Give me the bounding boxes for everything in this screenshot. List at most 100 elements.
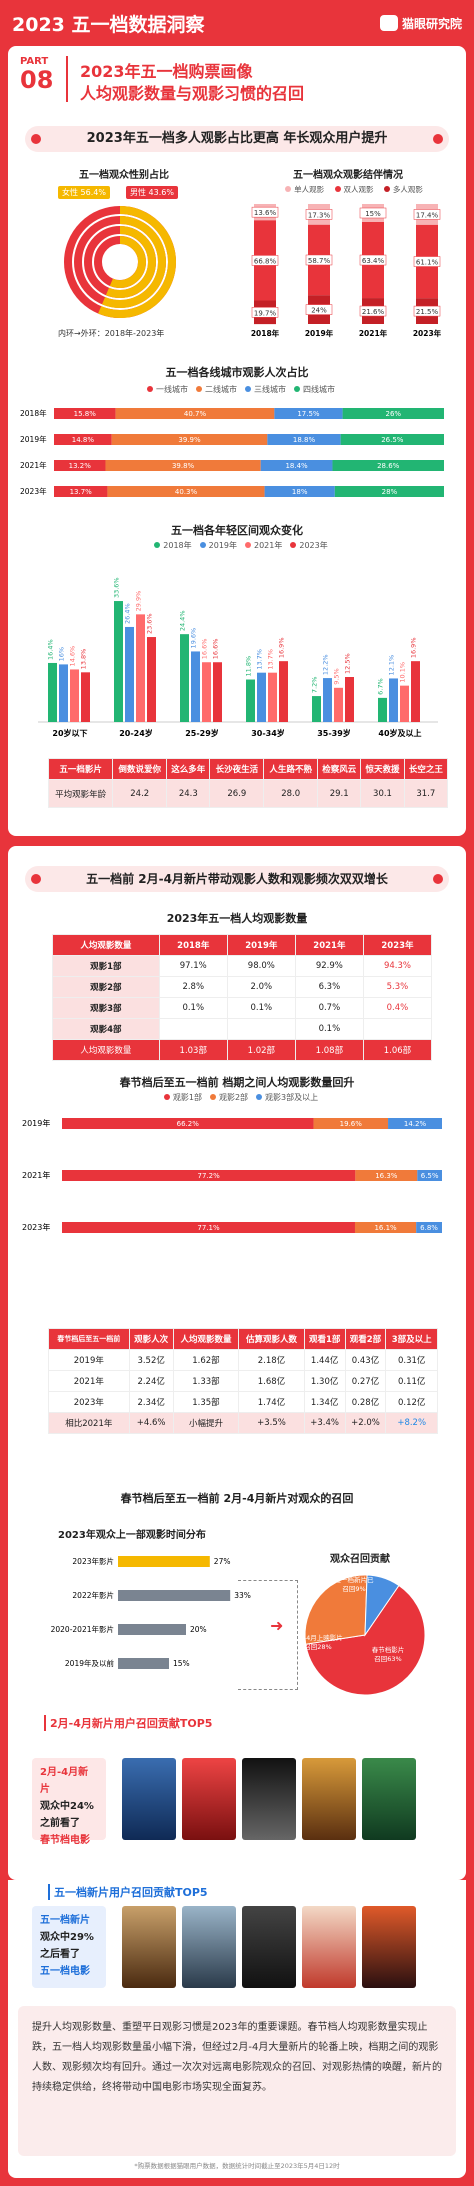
legend-dot	[245, 386, 251, 392]
recall-y-label: 2022年影片	[72, 1590, 114, 1600]
pc-cell: 0.1%	[158, 997, 228, 1019]
city-value: 13.2%	[69, 462, 92, 470]
st-cell: 1.68亿	[238, 1370, 305, 1392]
age-table-header: 长沙夜生活	[209, 758, 265, 780]
st-cell: 1.74亿	[238, 1391, 305, 1413]
st-cell: 0.28亿	[344, 1391, 387, 1413]
rec-value: 19.6%	[340, 1120, 363, 1128]
age-x-label: 30-34岁	[251, 728, 285, 738]
legend-label: 一线城市	[156, 385, 188, 394]
part-title-2: 人均观影数量与观影习惯的召回	[80, 84, 305, 103]
struct-value: 17.3%	[308, 211, 331, 219]
pc-avg: 1.03部	[158, 1039, 228, 1061]
movie-poster	[242, 1758, 296, 1840]
city-bar	[274, 408, 343, 419]
struct-x-label: 2023年	[413, 328, 442, 338]
pc-cell: 0.7%	[294, 997, 364, 1019]
movie-poster	[302, 1906, 356, 1988]
city-bar	[260, 460, 333, 471]
pc-cell: 92.9%	[294, 955, 364, 977]
pie-label: 召回63%	[374, 1655, 401, 1663]
age-bar	[125, 626, 134, 722]
legend-dot	[290, 542, 297, 548]
age-value: 9.5%	[333, 668, 341, 685]
pc-avg: 1.08部	[294, 1039, 364, 1061]
summary-text: 提升人均观影数量、重塑平日观影习惯是2023年的重要课题。春节档人均观影数量实现…	[32, 2022, 442, 2093]
stat-table: 春节档后至五一档前 观影人次 人均观影数量 估算观影人数 观看1部 观看2部 3…	[48, 1328, 438, 1434]
pc-cell: 0.1%	[226, 997, 296, 1019]
city-bar	[340, 434, 444, 445]
pc-cell	[158, 1018, 228, 1040]
age-value: 16.4%	[47, 639, 55, 660]
age-bar	[279, 661, 288, 722]
age-table-cell: 29.1	[317, 779, 362, 808]
city-value: 17.5%	[297, 410, 320, 418]
pie-slice	[305, 1584, 426, 1696]
age-value: 7.2%	[311, 677, 319, 694]
st-cell: 0.27亿	[344, 1370, 387, 1392]
city-bar	[54, 434, 112, 445]
city-y-label: 2023年	[20, 486, 47, 496]
age-bar	[147, 637, 156, 722]
legend-dot	[199, 542, 206, 548]
rec-bar	[416, 1222, 442, 1233]
age-x-label: 40岁及以上	[378, 728, 421, 738]
city-legend: 一线城市 二线城市 三线城市 四线城市	[8, 384, 466, 395]
city-bar	[115, 408, 275, 419]
city-bar	[111, 434, 268, 445]
city-bar	[54, 460, 106, 471]
age-table-cell: 28.0	[263, 779, 319, 808]
recovery-title: 春节档后至五一档前 档期之间人均观影数量回升	[119, 1076, 355, 1089]
cat-logo-icon	[379, 15, 398, 31]
pc-row-label: 观影4部	[52, 1018, 160, 1040]
pie-label: 召回9%	[342, 1585, 365, 1593]
st-header: 观看2部	[344, 1328, 387, 1350]
rec-value: 77.1%	[197, 1224, 220, 1232]
legend-dot	[256, 1094, 263, 1100]
top5b-side-line: 观众中29%	[40, 1932, 94, 1943]
age-bar	[312, 696, 321, 722]
age-table-header: 检察风云	[317, 758, 362, 780]
arrow-icon: ➜	[270, 1616, 284, 1635]
city-bar	[267, 434, 341, 445]
pie-slice	[304, 1574, 368, 1645]
age-bar	[268, 672, 277, 722]
age-bar	[257, 672, 266, 722]
female-badge: 女性 56.4%	[58, 186, 110, 199]
recovery-legend: 观影1部 观影2部 观影3部及以上	[8, 1092, 466, 1103]
recall-y-label: 2019年及以前	[65, 1658, 115, 1668]
pc-cell: 2.8%	[158, 976, 228, 998]
pc-row-label: 观影3部	[52, 997, 160, 1019]
age-chart: 16.4% 16% 14.6% 13.8% 20岁以下 33.6%26.4%29.9%23…	[38, 577, 438, 738]
top5b-side-line: 之后看了	[40, 1949, 80, 1960]
pc-avg: 1.06部	[362, 1039, 433, 1061]
age-value: 10.1%	[399, 662, 407, 683]
age-table-header: 惊天救援	[360, 758, 405, 780]
pie-label: 2月-4月上映影片	[293, 1633, 343, 1642]
legend-label: 2023年	[299, 541, 328, 550]
recall-bar	[118, 1590, 231, 1601]
recall-subtitle: 2023年观众上一部观影时间分布	[58, 1530, 206, 1541]
rec-bar	[355, 1170, 418, 1181]
age-table-header: 长空之王	[403, 758, 449, 780]
age-table-header: 这么多年	[166, 758, 211, 780]
rec-value: 6.8%	[420, 1224, 438, 1232]
card-per-capita: 五一档前 2月-4月新片带动观影人数和观影频次双双增长 2023年五一档人均观影…	[8, 846, 466, 1880]
age-bar	[81, 672, 90, 722]
age-value: 13.8%	[80, 649, 88, 670]
legend-label: 2021年	[254, 541, 283, 550]
st-cell: 2.34亿	[128, 1391, 174, 1413]
struct-value: 58.7%	[308, 257, 331, 265]
per-capita-title: 2023年五一档人均观影数量	[166, 912, 308, 925]
age-bar	[400, 685, 409, 722]
struct-label-bg	[251, 206, 279, 218]
st-cell: 2.24亿	[128, 1370, 174, 1392]
pc-cell: 97.1%	[158, 955, 228, 977]
age-table-cell: 31.7	[403, 779, 449, 808]
struct-label-bg	[305, 209, 333, 220]
age-bar	[70, 669, 79, 722]
city-value: 40.7%	[184, 410, 207, 418]
city-bar	[334, 486, 444, 497]
recall-bar	[118, 1556, 210, 1567]
